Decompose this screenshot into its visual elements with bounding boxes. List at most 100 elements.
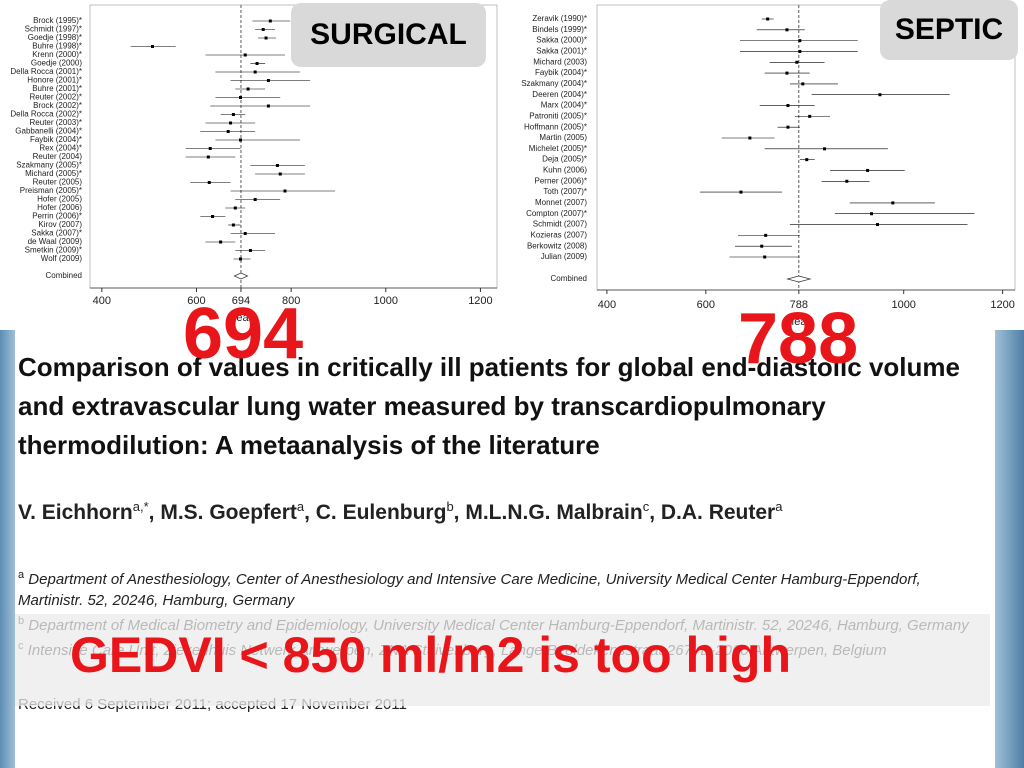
point-estimate <box>798 39 802 43</box>
study-label: Toth (2007)* <box>543 187 587 196</box>
x-tick-label: 788 <box>790 299 808 311</box>
study-label: Berkowitz (2008) <box>527 241 587 250</box>
point-estimate <box>253 70 257 74</box>
study-label: Della Rocca (2002)* <box>10 110 82 119</box>
study-label: Martin (2005) <box>539 133 587 142</box>
study-label: Hoffmann (2005)* <box>524 122 587 131</box>
annotation: 694 <box>183 294 304 374</box>
point-estimate <box>786 104 790 108</box>
study-label: Marx (2004)* <box>541 101 587 110</box>
point-estimate <box>150 45 154 48</box>
point-estimate <box>231 223 235 227</box>
point-estimate <box>261 28 265 31</box>
study-label: Buhre (1998)* <box>32 42 82 51</box>
x-tick-label: 1200 <box>468 295 492 307</box>
point-estimate <box>275 164 279 167</box>
study-label: Wolf (2009) <box>41 254 83 263</box>
author: M.L.N.G. Malbrainc, <box>465 499 661 524</box>
author: D.A. Reutera <box>660 499 783 524</box>
author-name: C. Eulenburg <box>315 501 447 524</box>
author: M.S. Goepferta, <box>160 499 316 524</box>
point-estimate <box>795 60 799 64</box>
study-label: Sakka (2000)* <box>536 36 587 45</box>
study-label: Krenn (2000)* <box>32 50 82 59</box>
study-label: Della Rocca (2001)* <box>10 67 82 76</box>
study-label: Zeravik (1990)* <box>532 14 587 23</box>
point-estimate <box>878 93 882 97</box>
x-tick-label: 1000 <box>374 295 398 307</box>
combined-label: Combined <box>551 274 587 283</box>
x-tick-label: 400 <box>93 295 111 307</box>
point-estimate <box>786 125 790 129</box>
point-estimate <box>739 190 743 194</box>
point-estimate <box>278 172 282 176</box>
point-estimate <box>211 215 215 218</box>
point-estimate <box>219 240 223 244</box>
paper-title: Comparison of values in critically ill p… <box>18 352 960 460</box>
study-label: Goedje (2000) <box>31 59 82 68</box>
author: V. Eichhorna,*, <box>18 499 161 524</box>
x-tick-label: 600 <box>187 295 205 307</box>
point-estimate <box>246 87 250 91</box>
study-label: Compton (2007)* <box>526 209 587 218</box>
study-label: Michard (2005)* <box>25 169 82 178</box>
author-affiliation-key: a,* <box>132 499 149 514</box>
point-estimate <box>233 206 237 210</box>
point-estimate <box>870 212 874 216</box>
study-label: Michard (2003) <box>533 57 587 66</box>
study-label: Gabbanelli (2004)* <box>15 127 82 136</box>
point-estimate <box>766 17 770 21</box>
author-affiliation-key: c <box>642 499 650 514</box>
x-tick-label: 400 <box>598 299 616 311</box>
point-estimate <box>748 136 752 140</box>
affiliation: a Department of Anesthesiology, Center o… <box>18 565 988 611</box>
point-estimate <box>208 147 212 150</box>
study-label: Bindels (1999)* <box>532 25 587 34</box>
study-label: Julian (2009) <box>541 252 588 261</box>
author-name: D.A. Reuter <box>660 501 776 524</box>
study-label: Michelet (2005)* <box>529 144 587 153</box>
point-estimate <box>785 71 789 75</box>
point-estimate <box>763 255 767 259</box>
point-estimate <box>253 198 257 201</box>
callout-band <box>15 614 990 706</box>
point-estimate <box>243 232 247 235</box>
point-estimate <box>206 155 210 159</box>
study-label: Brock (1995)* <box>33 16 82 25</box>
study-label: Preisman (2005)* <box>20 186 82 195</box>
study-label: Reuter (2004) <box>33 152 83 161</box>
point-estimate <box>231 113 235 116</box>
study-label: Goedje (1998)* <box>28 33 82 42</box>
study-label: Reuter (2003)* <box>30 118 82 127</box>
x-tick-label: 1200 <box>990 299 1014 311</box>
x-axis-label: Mean <box>785 316 813 328</box>
point-estimate <box>207 181 211 184</box>
annotation: 788 <box>738 299 859 379</box>
point-estimate <box>823 147 827 151</box>
point-estimate <box>243 53 247 57</box>
author-name: M.L.N.G. Malbrain <box>465 501 643 524</box>
study-label: de Waal (2009) <box>28 237 83 246</box>
point-estimate <box>264 36 268 40</box>
point-estimate <box>266 79 270 82</box>
point-estimate <box>805 158 809 162</box>
study-label: Deja (2005)* <box>542 155 587 164</box>
combined-diamond <box>233 272 249 280</box>
study-label: Kozieras (2007) <box>531 230 588 239</box>
point-estimate <box>801 82 805 86</box>
study-label: Kirov (2007) <box>38 220 82 229</box>
affiliation-key: a <box>18 569 25 581</box>
point-estimate <box>268 19 272 23</box>
study-label: Deeren (2004)* <box>532 90 587 99</box>
point-estimate <box>866 168 870 172</box>
x-tick-label: 600 <box>697 299 715 311</box>
point-estimate <box>226 130 230 133</box>
author-name: V. Eichhorn <box>18 501 133 524</box>
point-estimate <box>760 244 764 248</box>
study-label: Schmidt (2007) <box>533 220 588 229</box>
study-label: Smetkin (2009)* <box>25 246 82 255</box>
point-estimate <box>238 257 242 261</box>
study-label: Schmidt (1997)* <box>25 25 82 34</box>
